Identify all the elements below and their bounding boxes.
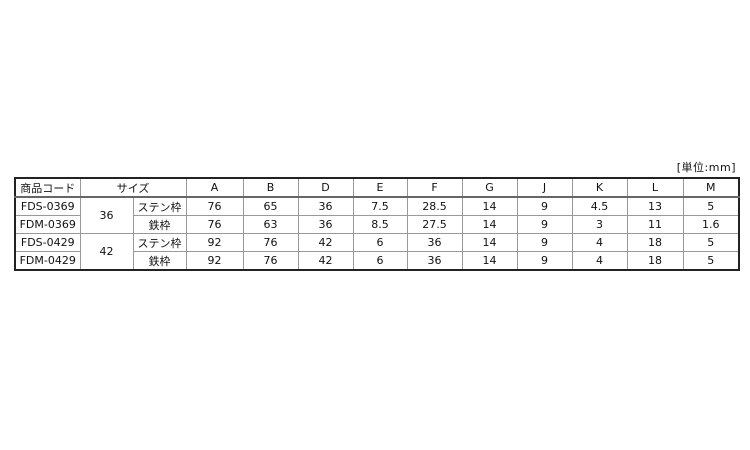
value-cell: 63	[242, 215, 299, 234]
value-cell: 28.5	[406, 196, 463, 216]
value-cell: 36	[406, 233, 463, 252]
frame-type-cell: 鉄枠	[132, 251, 187, 271]
column-header: K	[571, 177, 628, 198]
value-cell: 9	[516, 233, 573, 252]
value-cell: 76	[185, 215, 244, 234]
table-row: FDS-0429 42 ステン枠 92 76 42 6 36 14 9 4 18 5	[14, 233, 740, 271]
column-header: D	[297, 177, 354, 198]
value-cell: 5	[682, 251, 740, 271]
value-cell: 9	[516, 251, 573, 271]
size-cell: 42	[79, 233, 134, 271]
product-code-cell: FDM-0369	[14, 215, 81, 234]
product-code-cell: FDS-0369	[14, 196, 81, 216]
header-row: 商品コード サイズ A B D E F G J K L M	[14, 177, 740, 198]
value-cell: 5	[682, 233, 740, 252]
value-cell: 76	[242, 233, 299, 252]
product-code-cell: FDM-0429	[14, 251, 81, 271]
table-row: FDM-0369 鉄枠 76 63 36 8.5 27.5 14 9 3 11 1.6	[14, 215, 740, 234]
value-cell: 27.5	[406, 215, 463, 234]
column-header: E	[352, 177, 408, 198]
value-cell: 36	[406, 251, 463, 271]
column-header: サイズ	[79, 177, 187, 198]
value-cell: 42	[297, 233, 354, 252]
value-cell: 42	[297, 251, 354, 271]
value-cell: 6	[352, 251, 408, 271]
frame-type-cell: ステン枠	[132, 233, 187, 252]
value-cell: 14	[461, 233, 518, 252]
value-cell: 4	[571, 233, 628, 252]
product-code-cell: FDS-0429	[14, 233, 81, 252]
column-header: G	[461, 177, 518, 198]
value-cell: 3	[571, 215, 628, 234]
value-cell: 36	[297, 196, 354, 216]
value-cell: 14	[461, 251, 518, 271]
value-cell: 13	[626, 196, 684, 216]
column-header: B	[242, 177, 299, 198]
column-header: L	[626, 177, 684, 198]
value-cell: 8.5	[352, 215, 408, 234]
value-cell: 9	[516, 215, 573, 234]
unit-label: [単位:mm]	[676, 161, 736, 174]
value-cell: 76	[242, 251, 299, 271]
value-cell: 14	[461, 215, 518, 234]
value-cell: 14	[461, 196, 518, 216]
column-header: F	[406, 177, 463, 198]
spec-table: 商品コード サイズ A B D E F G J K L M FDS-0369 36 ステン枠 76 65 36 7…	[14, 177, 740, 271]
column-header: A	[185, 177, 244, 198]
value-cell: 65	[242, 196, 299, 216]
value-cell: 36	[297, 215, 354, 234]
column-header: 商品コード	[14, 177, 81, 198]
value-cell: 11	[626, 215, 684, 234]
column-header: J	[516, 177, 573, 198]
value-cell: 1.6	[682, 215, 740, 234]
value-cell: 4.5	[571, 196, 628, 216]
value-cell: 6	[352, 233, 408, 252]
table-row: FDM-0429 鉄枠 92 76 42 6 36 14 9 4 18 5	[14, 251, 740, 271]
value-cell: 92	[185, 251, 244, 271]
value-cell: 18	[626, 251, 684, 271]
frame-type-cell: ステン枠	[132, 196, 187, 216]
value-cell: 4	[571, 251, 628, 271]
value-cell: 9	[516, 196, 573, 216]
value-cell: 18	[626, 233, 684, 252]
table-row: FDS-0369 36 ステン枠 76 65 36 7.5 28.5 14 9 4.5 13 5	[14, 196, 740, 234]
column-header: M	[682, 177, 740, 198]
size-cell: 36	[79, 196, 134, 234]
value-cell: 76	[185, 196, 244, 216]
frame-type-cell: 鉄枠	[132, 215, 187, 234]
value-cell: 5	[682, 196, 740, 216]
value-cell: 7.5	[352, 196, 408, 216]
value-cell: 92	[185, 233, 244, 252]
